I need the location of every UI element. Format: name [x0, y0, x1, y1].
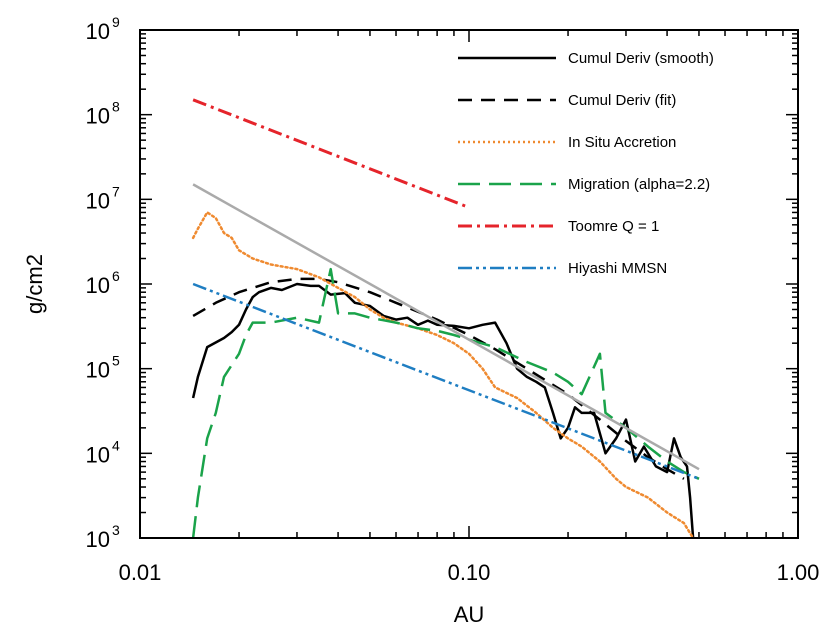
y-tick-label: 10 — [86, 358, 110, 383]
y-tick-label: 10 — [86, 19, 110, 44]
y-tick-label: 10 — [86, 442, 110, 467]
series-lines — [191, 98, 700, 540]
legend-label: Migration (alpha=2.2) — [568, 176, 710, 193]
y-tick-label: 10 — [86, 527, 110, 552]
y-axis-title: g/cm2 — [22, 254, 47, 314]
legend-label: Hiyashi MMSN — [568, 260, 667, 277]
series-line-1 — [192, 277, 685, 480]
series-line-2 — [191, 211, 695, 540]
y-tick-label: 10 — [86, 273, 110, 298]
y-tick-label: 10 — [86, 188, 110, 213]
x-tick-label: 0.10 — [448, 560, 491, 585]
y-tick-exponent: 5 — [112, 353, 120, 369]
plot-frame — [139, 29, 799, 539]
series-line-4 — [192, 98, 470, 209]
legend-label: Cumul Deriv (smooth) — [568, 50, 714, 67]
series-line-5 — [192, 282, 700, 480]
y-tick-exponent: 9 — [112, 14, 120, 30]
x-tick-label: 1.00 — [777, 560, 820, 585]
y-tick-label: 10 — [86, 104, 110, 129]
y-tick-exponent: 6 — [112, 268, 120, 284]
y-tick-exponent: 3 — [112, 522, 120, 538]
y-tick-exponent: 4 — [112, 437, 120, 453]
x-axis-title: AU — [454, 602, 485, 627]
series-line-0 — [191, 282, 695, 539]
series-line-3 — [191, 267, 700, 539]
legend-label: Toomre Q = 1 — [568, 218, 659, 235]
legend-label: Cumul Deriv (fit) — [568, 92, 676, 109]
x-tick-label: 0.01 — [119, 560, 162, 585]
legend-label: In Situ Accretion — [568, 134, 676, 151]
y-tick-exponent: 8 — [112, 99, 120, 115]
y-tick-exponent: 7 — [112, 183, 120, 199]
series-line-6 — [192, 183, 700, 471]
legend: Cumul Deriv (smooth) Cumul Deriv (fit) In … — [458, 50, 714, 277]
